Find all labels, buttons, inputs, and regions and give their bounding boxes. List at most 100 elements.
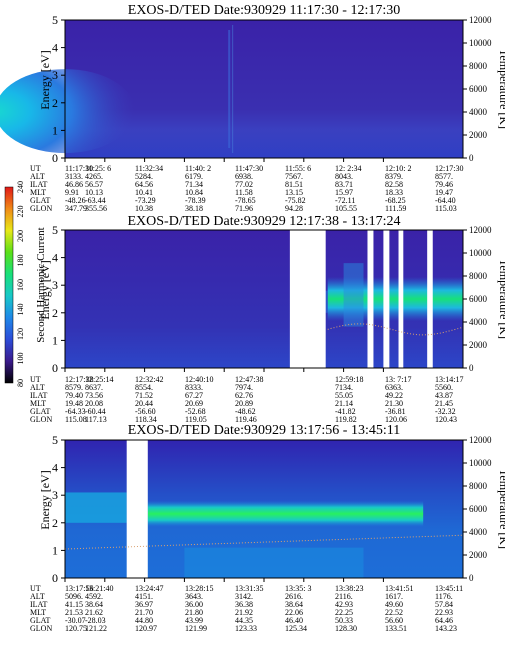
y-tick-label: 1 xyxy=(52,333,58,347)
row-label: ALT xyxy=(30,172,45,181)
row-label: ALT xyxy=(30,592,45,601)
spike-stripe xyxy=(232,25,234,153)
table-cell: 10.13 xyxy=(85,188,103,197)
table-cell: -75.82 xyxy=(285,196,306,205)
table-cell: 8379. xyxy=(385,172,403,181)
table-cell: 12:32:42 xyxy=(135,375,163,384)
table-cell: 3133. xyxy=(65,172,83,181)
table-cell: 13:31:35 xyxy=(235,584,263,593)
y-tick-label: 0 xyxy=(52,571,58,585)
table-cell: 118.34 xyxy=(135,415,157,424)
table-cell: 10.38 xyxy=(135,204,153,213)
table-cell: 94.28 xyxy=(285,204,303,213)
low-energy-patch xyxy=(184,547,364,578)
table-cell: 7567. xyxy=(285,172,303,181)
table-cell: 73.56 xyxy=(85,391,103,400)
table-cell: 8637. xyxy=(85,383,103,392)
y2-tick-label: 0 xyxy=(469,573,474,583)
table-cell: 20.69 xyxy=(185,399,203,408)
colorbar-tick-label: 200 xyxy=(16,230,25,242)
table-cell: 62.76 xyxy=(235,391,253,400)
table-cell: 43.87 xyxy=(435,391,453,400)
y-tick-label: 2 xyxy=(52,96,58,110)
table-cell: -30.07 xyxy=(65,616,86,625)
table-cell: 20.08 xyxy=(85,399,103,408)
table-cell: 81.51 xyxy=(285,180,303,189)
table-cell: 4265. xyxy=(85,172,103,181)
y-tick-label: 1 xyxy=(52,123,58,137)
y-tick-label: 4 xyxy=(52,251,58,265)
table-cell: 119.46 xyxy=(235,415,257,424)
table-cell: 4151. xyxy=(135,592,153,601)
table-cell: -64.33 xyxy=(65,407,86,416)
table-cell: 22.06 xyxy=(285,608,303,617)
panel-2: EXOS-D/TED Date:930929 12:17:38 - 13:17:… xyxy=(30,214,505,424)
y2-tick-label: 10000 xyxy=(469,248,492,258)
y2-tick-label: 8000 xyxy=(469,481,488,491)
table-cell: 10.84 xyxy=(185,188,203,197)
table-cell: 56.57 xyxy=(85,180,103,189)
table-cell: 11:40: 2 xyxy=(185,164,211,173)
table-cell: 13:41:51 xyxy=(385,584,413,593)
y-tick-label: 4 xyxy=(52,461,58,475)
table-cell: 67.27 xyxy=(185,391,203,400)
table-cell: 128.30 xyxy=(335,624,357,633)
panel-3: EXOS-D/TED Date:930929 13:17:56 - 13:45:… xyxy=(30,423,505,633)
table-cell: 19.47 xyxy=(435,188,453,197)
table-cell: 22.25 xyxy=(335,608,353,617)
table-cell: 44.35 xyxy=(235,616,253,625)
data-gap xyxy=(126,440,148,578)
table-cell: 8333. xyxy=(185,383,203,392)
panel-title: EXOS-D/TED Date:930929 12:17:38 - 13:17:… xyxy=(128,214,401,229)
table-cell: 71.34 xyxy=(185,180,203,189)
table-cell: 121.22 xyxy=(85,624,107,633)
table-cell: 20.89 xyxy=(235,399,253,408)
table-cell: 3142. xyxy=(235,592,253,601)
panel-title: EXOS-D/TED Date:930929 11:17:30 - 12:17:… xyxy=(128,3,400,18)
table-cell: 121.99 xyxy=(185,624,207,633)
table-cell: 12: 2:34 xyxy=(335,164,361,173)
table-cell: 1617. xyxy=(385,592,403,601)
table-cell: -64.40 xyxy=(435,196,456,205)
table-cell: -68.25 xyxy=(385,196,406,205)
table-cell: 13.15 xyxy=(285,188,303,197)
y2-tick-label: 0 xyxy=(469,363,474,373)
table-cell: 57.84 xyxy=(435,600,453,609)
temperature-trace xyxy=(64,534,464,550)
table-cell: 21.70 xyxy=(135,608,153,617)
table-cell: 22.52 xyxy=(385,608,403,617)
table-cell: 20.44 xyxy=(135,399,153,408)
table-cell: 355.56 xyxy=(85,204,107,213)
colorbar-tick-label: 120 xyxy=(16,328,25,340)
colorbar-tick-label: 100 xyxy=(16,353,25,365)
data-gap xyxy=(427,230,433,368)
y2-tick-label: 8000 xyxy=(469,271,488,281)
table-cell: 4592. xyxy=(85,592,103,601)
table-cell: 21.62 xyxy=(85,608,103,617)
panel-1: EXOS-D/TED Date:930929 11:17:30 - 12:17:… xyxy=(0,3,505,213)
y2-tick-label: 2000 xyxy=(469,340,488,350)
table-cell: -72.11 xyxy=(335,196,355,205)
table-cell: 115.08 xyxy=(65,415,87,424)
table-cell: 12:59:18 xyxy=(335,375,363,384)
table-cell: 5284. xyxy=(135,172,153,181)
table-cell: 6179. xyxy=(185,172,203,181)
table-cell: 49.60 xyxy=(385,600,403,609)
table-cell: 38.64 xyxy=(285,600,303,609)
table-cell: 115.03 xyxy=(435,204,457,213)
table-cell: 111.59 xyxy=(385,204,406,213)
row-label: ILAT xyxy=(30,391,47,400)
table-cell: 12:17:38 xyxy=(65,375,93,384)
spike-stripe xyxy=(228,30,231,148)
colorbar-tick-label: 140 xyxy=(16,304,25,316)
table-cell: 79.40 xyxy=(65,391,83,400)
table-cell: 13:17:56 xyxy=(65,584,93,593)
low-energy-enhancement xyxy=(0,69,135,154)
table-cell: 8577. xyxy=(435,172,453,181)
y2-tick-label: 6000 xyxy=(469,294,488,304)
y2-tick-label: 10000 xyxy=(469,458,492,468)
temperature-trace xyxy=(327,323,464,336)
row-label: GLON xyxy=(30,624,52,633)
colorbar-ticks: 80 100 120 140 160 180 200 220 240 xyxy=(16,181,25,387)
